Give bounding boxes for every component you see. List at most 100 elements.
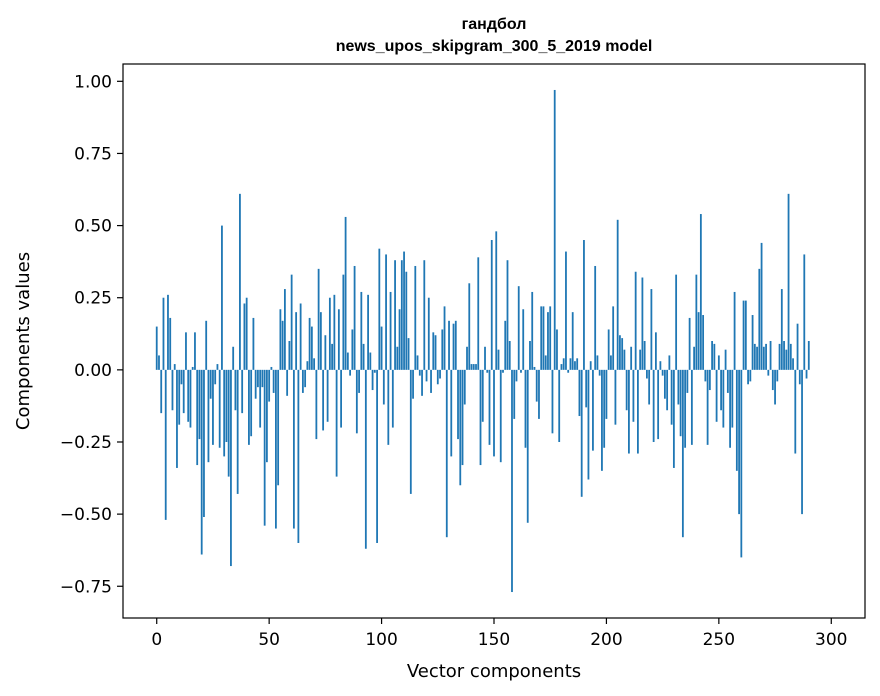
bar (551, 369, 554, 434)
bar (531, 291, 534, 370)
bar (230, 369, 232, 567)
bar (266, 369, 268, 463)
bar (783, 341, 785, 370)
bar (445, 369, 448, 538)
bar (747, 369, 749, 385)
bar (549, 306, 552, 370)
bar (657, 369, 660, 440)
bar (753, 343, 756, 370)
bar (490, 240, 493, 370)
bar (178, 369, 181, 425)
plot-frame (122, 63, 866, 619)
bar (450, 369, 453, 457)
bar (594, 265, 597, 370)
bar (560, 364, 563, 370)
bar (576, 358, 579, 370)
bar (286, 369, 289, 396)
bar (585, 369, 588, 408)
bar (670, 369, 673, 425)
bar (331, 343, 334, 370)
bar (409, 369, 412, 494)
bar (180, 369, 183, 385)
bar (466, 346, 468, 370)
bar (275, 369, 277, 529)
bar (654, 332, 657, 370)
bar (432, 332, 435, 370)
bar (162, 297, 165, 370)
bar (643, 341, 646, 370)
bar (605, 369, 608, 419)
bar (744, 300, 747, 370)
bar (317, 268, 320, 370)
bar (234, 369, 237, 411)
bar (713, 343, 716, 370)
bar-series (155, 89, 810, 593)
bar (603, 369, 606, 448)
bar (805, 369, 808, 379)
x-tick-label: 150 (478, 630, 510, 650)
bar (520, 369, 522, 373)
bar (169, 317, 172, 370)
bar (515, 369, 518, 382)
bar (589, 361, 592, 370)
bar (506, 260, 509, 370)
bar (574, 361, 576, 370)
bar (272, 369, 275, 393)
bar (439, 369, 441, 379)
bar (625, 369, 628, 411)
bar (668, 355, 671, 370)
bar (378, 248, 381, 370)
bar (398, 309, 401, 370)
bar (798, 369, 801, 385)
bar (430, 369, 432, 393)
bar (279, 309, 282, 370)
bar (479, 369, 482, 466)
bar (448, 320, 450, 370)
bar (412, 369, 414, 399)
bar (281, 320, 284, 370)
bar (257, 369, 259, 388)
bar (304, 369, 307, 388)
bar (601, 369, 603, 471)
bar (198, 369, 201, 440)
bar (205, 320, 208, 370)
bar (765, 343, 767, 370)
bar (344, 216, 347, 370)
bar (248, 369, 250, 445)
bar (481, 369, 484, 422)
bar (740, 369, 743, 558)
bar (722, 369, 725, 428)
bar (164, 369, 167, 520)
bar (524, 369, 527, 448)
x-axis-label: Vector components (407, 661, 581, 682)
bar (688, 317, 691, 370)
bar (720, 369, 722, 411)
bar (207, 369, 210, 463)
bar (308, 317, 311, 370)
bar (587, 369, 590, 480)
bar (358, 369, 360, 393)
bar (769, 341, 772, 370)
bar (751, 315, 754, 370)
bar (630, 346, 633, 370)
bar (708, 369, 711, 391)
bar (328, 297, 331, 370)
bar (632, 369, 635, 422)
bar (697, 312, 700, 370)
bar (796, 323, 799, 370)
bar (182, 369, 185, 414)
x-tick-label: 0 (151, 630, 162, 650)
bar (351, 329, 354, 370)
bar (167, 294, 169, 370)
bar (160, 369, 163, 414)
bar (441, 329, 444, 370)
bar (729, 369, 731, 448)
bar (176, 369, 178, 468)
bar (774, 369, 776, 405)
bar (652, 369, 655, 442)
bar (200, 369, 203, 555)
bar (360, 291, 363, 370)
bar (785, 349, 788, 370)
bar (362, 343, 365, 370)
